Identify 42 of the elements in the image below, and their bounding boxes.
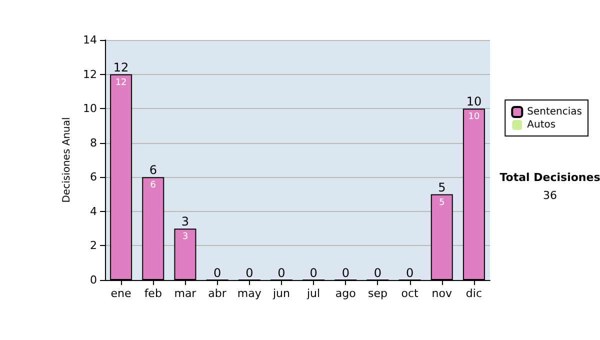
data-label: 5 [439,198,445,208]
y-tick-label: 6 [90,170,97,184]
total-label: 5 [438,180,446,194]
x-tick-label: jul [306,287,320,300]
total-label: 0 [406,266,414,280]
x-tick-label: sep [368,287,388,300]
total-label: 6 [149,163,157,178]
y-axis-title: Decisiones Anual [62,117,73,203]
x-tick-label: jun [272,287,290,300]
total-label: 0 [374,266,382,280]
y-tick-label: 8 [90,136,97,150]
y-tick-label: 10 [83,102,97,116]
total-label: 0 [246,266,254,280]
data-label: 6 [150,180,156,191]
x-tick-label: ago [335,287,356,300]
x-tick-label: mar [174,287,197,300]
x-tick-label: abr [208,287,227,300]
legend-label: Sentencias [527,106,582,118]
x-tick-label: dic [466,287,482,300]
y-tick-label: 4 [90,204,97,218]
y-tick-label: 0 [90,274,97,286]
total-label: 3 [181,214,190,229]
x-tick-label: feb [144,287,162,300]
total-label: 0 [310,266,318,280]
x-tick-label: oct [401,287,420,300]
text: 36 [543,189,557,202]
text: Total Decisiones [500,171,600,184]
data-label: 12 [115,78,127,88]
total-label: 10 [466,94,482,109]
data-label: 3 [182,232,188,242]
legend-label: Autos [527,120,556,130]
total-label: 0 [278,266,286,280]
y-tick-label: 14 [83,34,97,46]
data-label: 10 [468,112,480,122]
y-tick-label: 12 [83,68,97,81]
y-tick-label: 2 [90,239,97,252]
x-tick-label: nov [432,287,452,300]
x-tick-label: ene [110,287,132,300]
total-label: 0 [342,266,350,280]
x-tick-label: may [237,287,262,300]
total-label: 0 [213,266,222,280]
total-label: 12 [113,60,129,74]
